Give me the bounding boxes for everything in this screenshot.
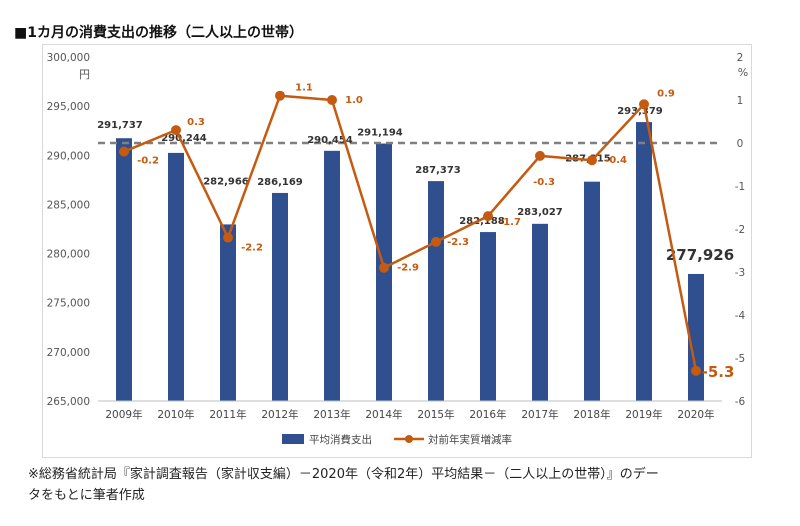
- category-tick-label: 2015年: [417, 408, 454, 421]
- left-axis-tick-label: 265,000: [47, 396, 90, 408]
- line-value-label: 1.1: [295, 83, 313, 94]
- left-axis-tick-label: 290,000: [47, 150, 90, 162]
- bar-value-label: 283,027: [517, 207, 563, 218]
- right-axis-tick-label: -3: [735, 267, 745, 279]
- line-value-label: -1.7: [499, 217, 521, 228]
- line-value-label: -0.3: [533, 177, 555, 188]
- left-axis-tick-label: 280,000: [47, 249, 90, 261]
- growth-rate-point: [275, 91, 285, 101]
- growth-rate-point: [431, 237, 441, 247]
- line-value-label: -2.2: [241, 243, 263, 254]
- right-axis-tick-label: -6: [735, 396, 746, 408]
- bar-mark: [584, 182, 600, 401]
- growth-rate-point: [223, 233, 233, 243]
- bar-mark: [168, 153, 184, 401]
- growth-rate-point: [639, 99, 649, 109]
- bar-value-label: 287,373: [415, 165, 461, 176]
- category-tick-label: 2019年: [625, 408, 662, 421]
- growth-rate-point: [535, 151, 545, 161]
- growth-rate-point: [691, 366, 701, 376]
- legend-bar-swatch: [282, 434, 304, 444]
- right-axis-unit: %: [738, 66, 748, 79]
- category-tick-label: 2011年: [209, 408, 246, 421]
- line-value-label: -0.4: [605, 155, 627, 166]
- category-tick-label: 2009年: [105, 408, 142, 421]
- growth-rate-line: [124, 96, 696, 371]
- legend-line-label: 対前年実質増減率: [428, 433, 512, 446]
- line-value-label: 1.0: [345, 95, 363, 106]
- consumption-chart: 265,000 270,000 275,000 280,000 285,000 290,0…: [0, 0, 800, 526]
- bar-value-label: 286,169: [257, 177, 303, 188]
- left-axis-tick-label: 295,000: [47, 101, 90, 113]
- category-tick-label: 2013年: [313, 408, 350, 421]
- right-axis-tick-label: -4: [735, 310, 746, 322]
- bar-value-label: 282,966: [203, 176, 249, 187]
- left-axis-tick-label: 285,000: [47, 199, 90, 211]
- growth-rate-point: [587, 155, 597, 165]
- bar-mark: [272, 193, 288, 401]
- growth-rate-point: [119, 147, 129, 157]
- right-axis-tick-label: 2: [737, 52, 744, 64]
- legend-bar-label: 平均消費支出: [309, 433, 372, 446]
- line-value-label: -5.3: [702, 363, 735, 381]
- right-axis-tick-label: -1: [735, 181, 745, 193]
- line-value-label: -0.2: [137, 156, 159, 167]
- right-axis-tick-label: -5: [735, 353, 745, 365]
- growth-rate-point: [171, 125, 181, 135]
- bar-value-label: 277,926: [666, 246, 734, 264]
- category-tick-label: 2010年: [157, 408, 194, 421]
- left-axis-tick-label: 300,000: [47, 52, 90, 64]
- bar-mark: [428, 181, 444, 401]
- footnote-line-2: タをもとに筆者作成: [28, 485, 788, 506]
- left-axis-unit: 円: [79, 68, 90, 81]
- footnote-line-1: ※総務省統計局『家計調査報告（家計収支編）－2020年（令和2年）平均結果－（二…: [28, 464, 788, 485]
- bar-mark: [116, 138, 132, 401]
- left-axis-tick-label: 275,000: [47, 298, 90, 310]
- right-axis-tick-label: -2: [735, 224, 745, 236]
- line-value-label: 0.9: [657, 88, 675, 99]
- category-tick-label: 2016年: [469, 408, 506, 421]
- bar-value-label: 291,194: [357, 128, 403, 139]
- legend-line-marker: [405, 435, 413, 443]
- category-tick-label: 2017年: [521, 408, 558, 421]
- bar-value-label: 291,737: [97, 120, 143, 131]
- bar-mark: [220, 224, 236, 401]
- category-tick-label: 2012年: [261, 408, 298, 421]
- category-tick-label: 2018年: [573, 408, 610, 421]
- right-axis-tick-label: 0: [737, 138, 744, 150]
- growth-rate-point: [483, 211, 493, 221]
- line-value-label: -2.9: [397, 263, 419, 274]
- left-axis-tick-label: 270,000: [47, 347, 90, 359]
- line-value-label: 0.3: [187, 117, 205, 128]
- bar-mark: [532, 224, 548, 401]
- bar-mark: [480, 232, 496, 401]
- growth-rate-point: [327, 95, 337, 105]
- growth-rate-point: [379, 263, 389, 273]
- bar-mark: [324, 151, 340, 401]
- footnote: ※総務省統計局『家計調査報告（家計収支編）－2020年（令和2年）平均結果－（二…: [28, 464, 788, 506]
- category-tick-label: 2014年: [365, 408, 402, 421]
- right-axis-tick-label: 1: [737, 95, 744, 107]
- category-tick-label: 2020年: [677, 408, 714, 421]
- line-value-label: -2.3: [447, 237, 469, 248]
- bar-mark: [636, 122, 652, 401]
